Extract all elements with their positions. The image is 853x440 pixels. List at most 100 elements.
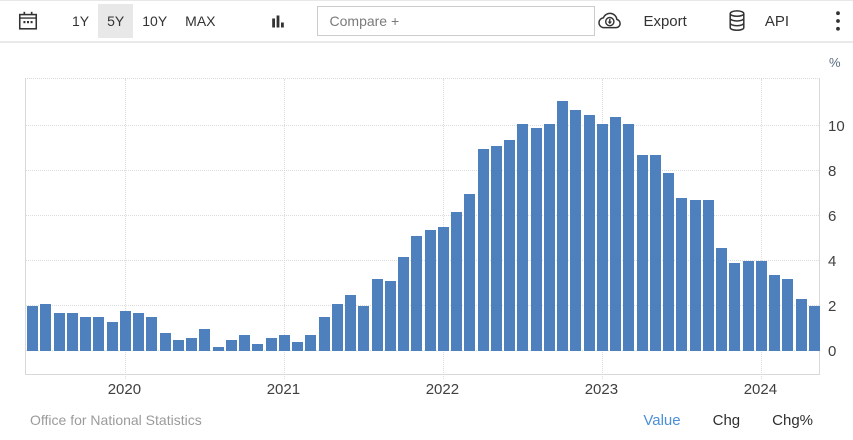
- bar-2021-08[interactable]: [371, 279, 383, 351]
- api-label: API: [764, 12, 789, 30]
- bar-2022-01[interactable]: [437, 227, 449, 351]
- y-axis-unit-label: %: [829, 55, 841, 70]
- api-button[interactable]: API: [727, 9, 789, 33]
- compare-input[interactable]: [316, 6, 596, 36]
- bar-2021-02[interactable]: [292, 342, 304, 351]
- bar-2023-07[interactable]: [676, 198, 688, 351]
- bar-2019-10[interactable]: [80, 317, 92, 351]
- footer-view-value[interactable]: Value: [643, 411, 681, 429]
- footer-view-chg[interactable]: Chg: [712, 411, 741, 429]
- bar-2020-09[interactable]: [225, 339, 237, 351]
- bar-2020-04[interactable]: [159, 333, 171, 351]
- bar-2023-04[interactable]: [636, 155, 648, 351]
- bar-2021-03[interactable]: [305, 335, 317, 351]
- bar-2019-07[interactable]: [40, 303, 52, 351]
- footer-view-chgpct[interactable]: Chg%: [772, 411, 813, 429]
- bar-2021-09[interactable]: [384, 281, 396, 351]
- bar-2022-05[interactable]: [490, 146, 502, 351]
- export-label: Export: [643, 12, 687, 30]
- bar-2020-01[interactable]: [119, 310, 131, 351]
- bar-2022-11[interactable]: [570, 110, 582, 351]
- calendar-icon: [17, 10, 39, 32]
- chart-type-button[interactable]: [269, 11, 287, 31]
- range-button-10y[interactable]: 10Y: [142, 13, 168, 29]
- export-button[interactable]: Export: [595, 9, 687, 33]
- bar-2023-06[interactable]: [663, 173, 675, 351]
- toolbar-right-group: Export API: [595, 9, 845, 33]
- bar-2019-08[interactable]: [53, 312, 65, 351]
- bar-2020-02[interactable]: [133, 312, 145, 351]
- bar-2023-01[interactable]: [596, 123, 608, 351]
- bar-2023-03[interactable]: [623, 123, 635, 351]
- bar-2021-11[interactable]: [411, 236, 423, 351]
- more-options-button[interactable]: [835, 10, 841, 32]
- bar-2022-04[interactable]: [477, 148, 489, 351]
- range-button-max[interactable]: MAX: [185, 13, 216, 29]
- gridline-y-0: [26, 350, 819, 351]
- x-axis-year-label: 2024: [743, 381, 778, 398]
- y-axis-tick-label: 6: [828, 208, 837, 225]
- gridline-y-8: [26, 170, 819, 171]
- bar-2019-11[interactable]: [93, 317, 105, 351]
- bar-2024-05[interactable]: [808, 306, 820, 351]
- bar-2023-08[interactable]: [689, 200, 701, 351]
- bar-2021-10[interactable]: [398, 256, 410, 351]
- bar-2020-10[interactable]: [239, 335, 251, 351]
- range-selector: 1Y 5Y 10Y MAX: [63, 1, 225, 41]
- bar-2022-03[interactable]: [464, 193, 476, 351]
- y-axis-tick-label: 4: [828, 253, 837, 270]
- bar-2023-12[interactable]: [742, 261, 754, 351]
- bar-2019-06[interactable]: [27, 306, 39, 351]
- database-icon: [727, 9, 756, 33]
- gridline-y-2: [26, 305, 819, 306]
- bar-2022-08[interactable]: [530, 128, 542, 351]
- bar-2022-02[interactable]: [451, 211, 463, 351]
- y-axis-tick-label: 2: [828, 298, 837, 315]
- y-axis-tick-label: 0: [828, 343, 837, 360]
- gridline-x-2021: [284, 79, 286, 379]
- bar-chart-icon: [269, 11, 287, 31]
- bar-2022-12[interactable]: [583, 114, 595, 351]
- bar-2020-03[interactable]: [146, 317, 158, 351]
- range-button-5y[interactable]: 5Y: [98, 4, 134, 38]
- bar-2023-10[interactable]: [716, 247, 728, 351]
- bar-2023-09[interactable]: [702, 200, 714, 351]
- bar-2020-05[interactable]: [172, 339, 184, 351]
- bar-2021-07[interactable]: [358, 306, 370, 351]
- bar-2020-11[interactable]: [252, 344, 264, 351]
- bar-2020-12[interactable]: [265, 337, 277, 351]
- toolbar: 1Y 5Y 10Y MAX: [0, 1, 853, 43]
- bar-2020-07[interactable]: [199, 328, 211, 351]
- bar-2020-06[interactable]: [186, 337, 198, 351]
- bar-2024-02[interactable]: [769, 274, 781, 351]
- gridline-x-2024: [761, 79, 763, 379]
- bar-2019-09[interactable]: [66, 312, 78, 351]
- gridline-y-4: [26, 260, 819, 261]
- bar-2021-05[interactable]: [331, 303, 343, 351]
- bar-2023-11[interactable]: [729, 263, 741, 351]
- calendar-button[interactable]: [17, 10, 39, 32]
- bar-2022-06[interactable]: [504, 139, 516, 351]
- x-axis-year-label: 2020: [107, 381, 142, 398]
- bar-2024-04[interactable]: [795, 299, 807, 351]
- bar-2019-12[interactable]: [106, 321, 118, 351]
- y-axis-tick-label: 8: [828, 163, 837, 180]
- y-axis-tick-label: 10: [828, 118, 845, 135]
- bar-2021-12[interactable]: [424, 229, 436, 351]
- gridline-y-6: [26, 215, 819, 216]
- bar-2022-07[interactable]: [517, 123, 529, 351]
- range-button-1y[interactable]: 1Y: [72, 13, 90, 29]
- kebab-menu-icon: [835, 10, 841, 32]
- bar-2022-10[interactable]: [557, 101, 569, 351]
- bar-2024-03[interactable]: [782, 279, 794, 351]
- chart-area: % 0 2 4 6 8 10 2020 2021 2022 2023 2024: [0, 43, 853, 399]
- bar-2021-01[interactable]: [278, 335, 290, 351]
- bar-2022-09[interactable]: [543, 123, 555, 351]
- bar-2021-04[interactable]: [318, 317, 330, 351]
- bar-2021-06[interactable]: [345, 294, 357, 351]
- footer: Office for National Statistics Value Chg…: [0, 399, 853, 440]
- bar-2023-05[interactable]: [649, 155, 661, 351]
- bar-2023-02[interactable]: [610, 117, 622, 351]
- bar-2024-01[interactable]: [755, 261, 767, 351]
- bar-2020-08[interactable]: [212, 346, 224, 351]
